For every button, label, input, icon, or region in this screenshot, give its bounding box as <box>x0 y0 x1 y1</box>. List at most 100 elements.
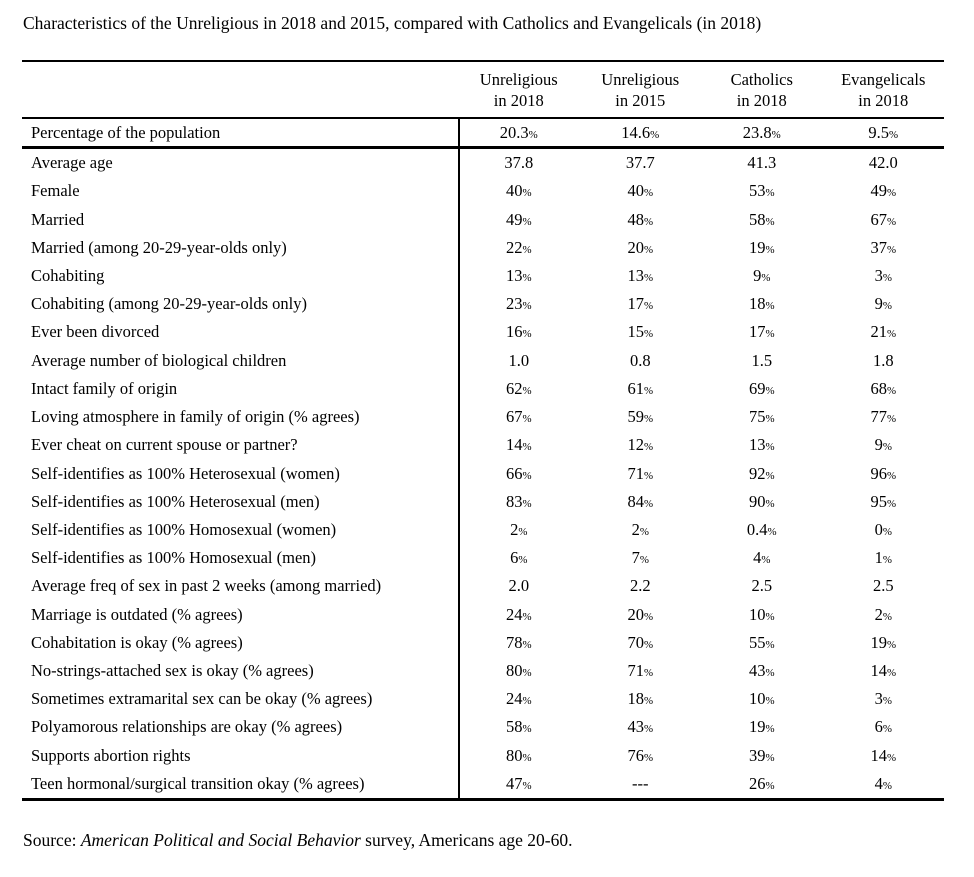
table-row: Average freq of sex in past 2 weeks (amo… <box>22 572 944 600</box>
row-value: 13% <box>627 265 654 285</box>
percent-sign: % <box>765 300 775 313</box>
percent-sign: % <box>522 413 532 426</box>
table-row: Female 40% 40% 53% 49% <box>22 177 944 205</box>
table-row: Self-identifies as 100% Heterosexual (wo… <box>22 459 944 487</box>
source-suffix: survey, Americans age 20-60. <box>360 830 573 850</box>
percent-sign: % <box>889 128 899 141</box>
column-header: Catholics in 2018 <box>730 69 793 110</box>
row-value: 59% <box>627 407 654 427</box>
row-value: 67% <box>505 407 532 427</box>
row-value: 78% <box>505 632 532 652</box>
percent-sign: % <box>886 413 897 426</box>
table-row: Married (among 20-29-year-olds only) 22% 2… <box>22 234 944 262</box>
row-value: 13% <box>748 435 775 455</box>
percent-sign: % <box>643 413 654 426</box>
row-value: 48% <box>627 209 654 229</box>
row-value: 2% <box>510 519 528 539</box>
row-value: 19% <box>748 237 775 257</box>
percent-sign: % <box>765 723 775 736</box>
percent-sign: % <box>522 695 532 708</box>
row-value: 95% <box>870 491 897 511</box>
percent-sign: % <box>643 469 654 482</box>
row-value: 20% <box>627 237 654 257</box>
percent-sign: % <box>643 187 654 200</box>
percent-sign: % <box>643 271 654 284</box>
row-value: 21% <box>870 322 897 342</box>
table-row: Cohabitation is okay (% agrees) 78% 70% 55%… <box>22 629 944 657</box>
row-value: 19% <box>870 632 897 652</box>
row-value: 14% <box>870 661 897 681</box>
row-value: 92% <box>748 463 775 483</box>
row-value: 41.3 <box>747 153 777 173</box>
percent-sign: % <box>882 441 892 454</box>
percent-sign: % <box>886 328 897 341</box>
row-value: 83% <box>505 491 532 511</box>
column-header: Evangelicals in 2018 <box>841 69 926 110</box>
row-value: 55% <box>748 632 775 652</box>
percent-sign: % <box>522 187 532 200</box>
table-row: Self-identifies as 100% Heterosexual (me… <box>22 488 944 516</box>
row-value: 12% <box>627 435 654 455</box>
row-value: 9% <box>874 435 892 455</box>
percent-sign: % <box>765 497 775 510</box>
percent-sign: % <box>886 384 897 397</box>
row-value: 49% <box>505 209 532 229</box>
source-prefix: Source: <box>23 830 81 850</box>
percent-sign: % <box>522 751 532 764</box>
row-label: Marriage is outdated (% agrees) <box>31 604 243 624</box>
percent-sign: % <box>643 667 654 680</box>
table-row: Polyamorous relationships are okay (% ag… <box>22 713 944 741</box>
row-value: 37.7 <box>625 153 655 173</box>
table-header-row: Unreligious in 2018 Unreligious in 2015 Cath… <box>22 62 944 119</box>
row-value: --- <box>632 773 649 793</box>
table-row: Self-identifies as 100% Homosexual (wome… <box>22 516 944 544</box>
percent-sign: % <box>882 695 892 708</box>
row-value: 24% <box>505 604 532 624</box>
row-value: 40% <box>505 181 532 201</box>
table-row: Supports abortion rights 80% 76% 39% 14% <box>22 742 944 770</box>
row-value: 2% <box>874 604 892 624</box>
table-row: Marriage is outdated (% agrees) 24% 20% 10%… <box>22 601 944 629</box>
row-label: Average number of biological children <box>31 350 287 370</box>
table-title: Characteristics of the Unreligious in 20… <box>23 13 762 33</box>
row-value: 16% <box>505 322 532 342</box>
row-value: 14% <box>870 745 897 765</box>
row-value: 22% <box>505 237 532 257</box>
row-value: 3% <box>874 689 892 709</box>
percent-sign: % <box>518 525 528 538</box>
row-value: 71% <box>627 661 654 681</box>
percent-sign: % <box>882 610 892 623</box>
row-value: 10% <box>748 604 775 624</box>
percent-sign: % <box>528 128 538 141</box>
percent-sign: % <box>765 215 775 228</box>
row-label: Ever been divorced <box>31 322 160 342</box>
table-row: Average age 37.8 37.7 41.3 42.0 <box>22 149 944 177</box>
percent-sign: % <box>643 384 654 397</box>
row-value: 90% <box>748 491 775 511</box>
row-value: 58% <box>748 209 775 229</box>
percent-sign: % <box>522 667 532 680</box>
row-value: 68% <box>870 378 897 398</box>
column-divider-line <box>458 119 460 798</box>
table-row: Loving atmosphere in family of origin (%… <box>22 403 944 431</box>
percent-sign: % <box>765 610 775 623</box>
percent-sign: % <box>643 215 654 228</box>
percent-sign: % <box>886 667 897 680</box>
percent-sign: % <box>765 779 775 792</box>
row-label: Self-identifies as 100% Heterosexual (me… <box>31 491 320 511</box>
percent-sign: % <box>765 469 775 482</box>
percent-sign: % <box>643 441 654 454</box>
table-row: Married 49% 48% 58% 67% <box>22 205 944 233</box>
row-value: 1.8 <box>872 350 894 370</box>
percent-sign: % <box>882 779 892 792</box>
percent-sign: % <box>886 469 897 482</box>
row-value: 9% <box>874 294 892 314</box>
row-value: 0.4% <box>746 519 777 539</box>
row-label: Average freq of sex in past 2 weeks (amo… <box>31 576 382 596</box>
row-value: 23% <box>505 294 532 314</box>
row-value: 80% <box>505 745 532 765</box>
row-label: Average age <box>31 153 113 173</box>
percent-sign: % <box>639 525 649 538</box>
row-value: 23.8% <box>742 122 781 142</box>
row-value: 2.0 <box>508 576 530 596</box>
